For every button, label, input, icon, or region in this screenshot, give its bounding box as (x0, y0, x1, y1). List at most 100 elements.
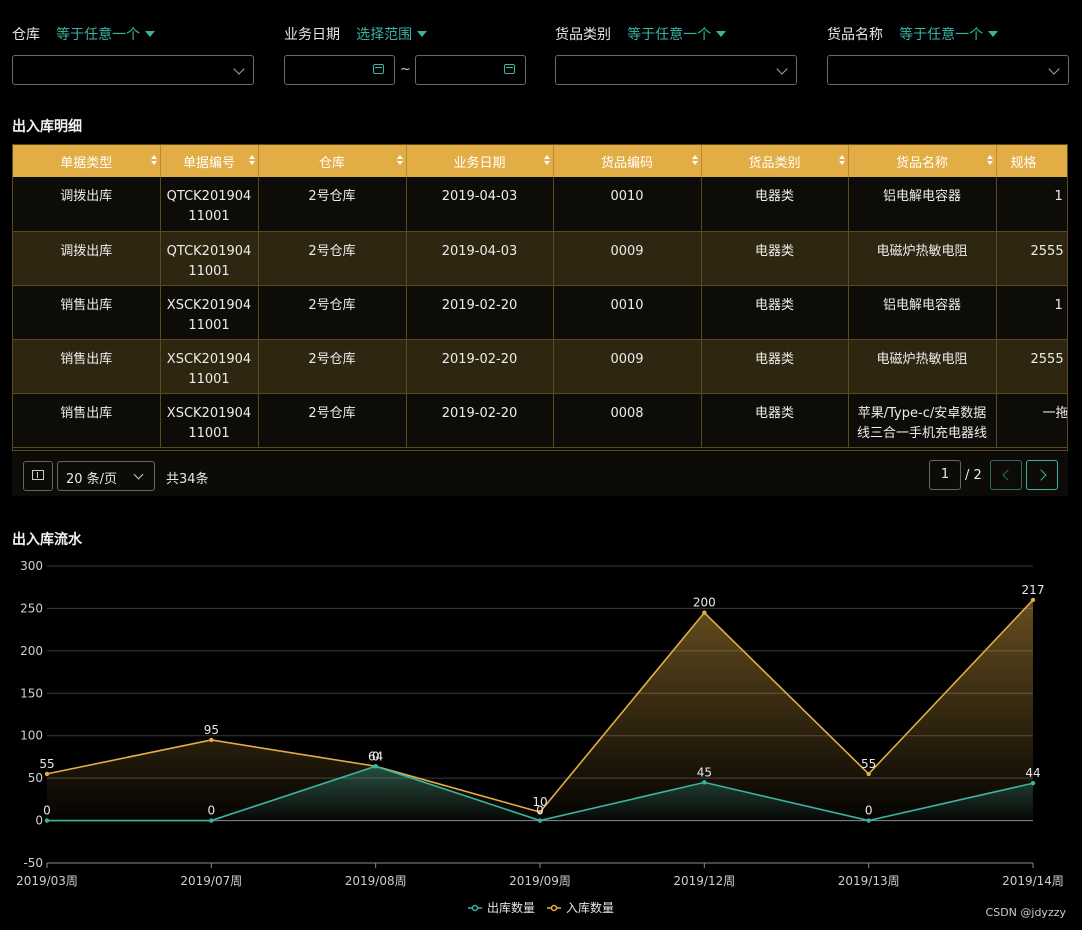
data-point (537, 818, 543, 823)
table-cell: 2555 (996, 231, 1067, 286)
filter-label: 货品名称 (827, 27, 883, 43)
table-cell: 铝电解电容器 (848, 285, 997, 340)
end-date-input[interactable] (415, 55, 526, 85)
filter-label: 货品类别 (555, 27, 611, 43)
table-row[interactable]: 销售出库 XSCK201904 11001 2号仓库 2019-02-20 00… (13, 393, 1067, 448)
table-cell: XSCK201904 11001 (160, 339, 259, 394)
warehouse-select[interactable] (12, 55, 254, 85)
table-row[interactable]: 销售出库 XSCK201904 11001 2号仓库 2019-02-20 00… (13, 339, 1067, 394)
product-name-select[interactable] (827, 55, 1069, 85)
data-point (702, 610, 707, 615)
data-label: 0 (865, 804, 873, 818)
filter-operator-dropdown[interactable]: 等于任意一个 (627, 27, 712, 43)
table-cell: 2号仓库 (258, 285, 407, 340)
caret-down-icon[interactable] (988, 31, 999, 37)
column-settings-icon[interactable] (23, 461, 53, 491)
watermark: CSDN @jdyzzy (985, 906, 1066, 919)
data-point (44, 771, 50, 777)
caret-down-icon[interactable] (716, 31, 727, 37)
filter-label: 仓库 (12, 27, 40, 43)
filter-business-date: 业务日期 选择范围 (284, 24, 428, 44)
column-header[interactable]: 单据编号 (160, 145, 259, 177)
column-header-label: 货品编码 (600, 155, 653, 171)
table-cell: 销售出库 (13, 285, 161, 340)
table-cell: QTCK201904 11001 (160, 231, 259, 286)
column-header[interactable]: 业务日期 (406, 145, 554, 177)
filter-operator-dropdown[interactable]: 选择范围 (356, 27, 413, 43)
table-row[interactable]: 调拨出库 QTCK201904 11001 2号仓库 2019-04-03 00… (13, 177, 1067, 232)
y-tick-label: 0 (35, 814, 43, 828)
table-section-title: 出入库明细 (12, 119, 82, 135)
table-cell: 0009 (553, 339, 702, 394)
table-cell: 一拖 (996, 393, 1067, 448)
data-point (866, 771, 871, 777)
column-header[interactable]: 货品名称 (848, 145, 997, 177)
legend-dot (471, 904, 479, 912)
x-tick-label: 2019/13周 (838, 874, 900, 888)
prev-page-button[interactable] (990, 460, 1022, 490)
data-point (1030, 781, 1036, 786)
table-cell: 铝电解电容器 (848, 177, 997, 232)
current-page-input[interactable]: 1 (929, 460, 961, 490)
x-tick-label: 2019/09周 (509, 874, 571, 888)
calendar-icon (504, 64, 515, 74)
start-date-input[interactable] (284, 55, 395, 85)
data-label: 10 (532, 795, 547, 809)
calendar-icon (373, 64, 384, 74)
table-cell: 电器类 (701, 339, 849, 394)
table-cell: 电器类 (701, 285, 849, 340)
legend-label: 出库数量 (487, 900, 535, 915)
chart-series (44, 597, 1036, 823)
data-label: 0 (208, 804, 216, 818)
table-cell: 2019-02-20 (406, 393, 554, 448)
column-header[interactable]: 规格 (996, 145, 1067, 177)
data-label: 200 (693, 596, 716, 610)
column-header[interactable]: 单据类型 (13, 145, 161, 177)
table-cell: 1 (996, 177, 1067, 232)
data-point (209, 737, 214, 743)
table-cell: 电磁炉热敏电阻 (848, 339, 997, 394)
table-cell: 2号仓库 (258, 393, 407, 448)
x-axis: 2019/03周 2019/07周 2019/08周 2019/09周 2019/12周… (16, 862, 1064, 888)
column-header-label: 货品类别 (748, 155, 801, 171)
data-label: 55 (39, 757, 54, 771)
data-point (44, 818, 50, 823)
table-cell: 2号仓库 (258, 231, 407, 286)
table-cell: 2019-02-20 (406, 339, 554, 394)
table-cell: 2号仓库 (258, 177, 407, 232)
filter-operator-dropdown[interactable]: 等于任意一个 (899, 27, 984, 43)
table-cell: 0008 (553, 393, 702, 448)
data-point (1030, 597, 1036, 603)
category-select[interactable] (555, 55, 797, 85)
chevron-down-icon (233, 63, 245, 75)
caret-down-icon[interactable] (417, 31, 428, 37)
chevron-right-icon (1035, 469, 1047, 481)
x-tick-label: 2019/07周 (180, 874, 242, 888)
total-count: 共34条 (166, 472, 209, 487)
page-size-select[interactable]: 20 条/页 (57, 461, 155, 491)
data-label: 217 (1022, 583, 1045, 597)
chart-legend[interactable]: 出库数量 入库数量 (468, 900, 614, 915)
column-header[interactable]: 货品编码 (553, 145, 702, 177)
column-header[interactable]: 仓库 (258, 145, 407, 177)
table-row[interactable]: 销售出库 XSCK201904 11001 2号仓库 2019-02-20 00… (13, 285, 1067, 340)
series-area (47, 599, 1033, 821)
column-header-label: 单据编号 (182, 155, 235, 171)
table-cell: 2555 (996, 339, 1067, 394)
filter-operator-dropdown[interactable]: 等于任意一个 (56, 27, 141, 43)
data-label: 95 (204, 723, 219, 737)
date-range-separator: ~ (400, 62, 411, 77)
column-header[interactable]: 货品类别 (701, 145, 849, 177)
table-cell: 0010 (553, 285, 702, 340)
data-point (373, 764, 378, 769)
data-point (537, 809, 543, 815)
data-label: 55 (861, 757, 876, 771)
filter-product-name: 货品名称 等于任意一个 (827, 24, 999, 44)
y-tick-label: 50 (28, 771, 43, 785)
caret-down-icon[interactable] (145, 31, 156, 37)
table-row[interactable]: 调拨出库 QTCK201904 11001 2号仓库 2019-04-03 00… (13, 231, 1067, 286)
table-cell: QTCK201904 11001 (160, 177, 259, 232)
next-page-button[interactable] (1026, 460, 1058, 490)
page-size-label: 20 条/页 (66, 472, 118, 487)
